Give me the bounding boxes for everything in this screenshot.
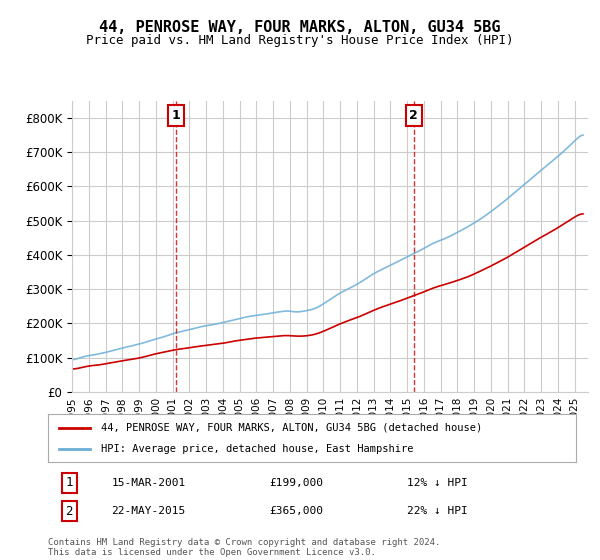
Text: 1: 1 xyxy=(172,109,180,122)
Text: 44, PENROSE WAY, FOUR MARKS, ALTON, GU34 5BG (detached house): 44, PENROSE WAY, FOUR MARKS, ALTON, GU34… xyxy=(101,423,482,433)
Text: Price paid vs. HM Land Registry's House Price Index (HPI): Price paid vs. HM Land Registry's House … xyxy=(86,34,514,46)
Text: 44, PENROSE WAY, FOUR MARKS, ALTON, GU34 5BG: 44, PENROSE WAY, FOUR MARKS, ALTON, GU34… xyxy=(99,20,501,35)
Text: £365,000: £365,000 xyxy=(270,506,324,516)
Text: 15-MAR-2001: 15-MAR-2001 xyxy=(112,478,185,488)
Text: £199,000: £199,000 xyxy=(270,478,324,488)
Text: 22% ↓ HPI: 22% ↓ HPI xyxy=(407,506,468,516)
Text: Contains HM Land Registry data © Crown copyright and database right 2024.
This d: Contains HM Land Registry data © Crown c… xyxy=(48,538,440,557)
Text: 12% ↓ HPI: 12% ↓ HPI xyxy=(407,478,468,488)
Text: 22-MAY-2015: 22-MAY-2015 xyxy=(112,506,185,516)
Text: 2: 2 xyxy=(65,505,73,517)
Text: HPI: Average price, detached house, East Hampshire: HPI: Average price, detached house, East… xyxy=(101,444,413,454)
Text: 1: 1 xyxy=(65,477,73,489)
Text: 2: 2 xyxy=(409,109,418,122)
